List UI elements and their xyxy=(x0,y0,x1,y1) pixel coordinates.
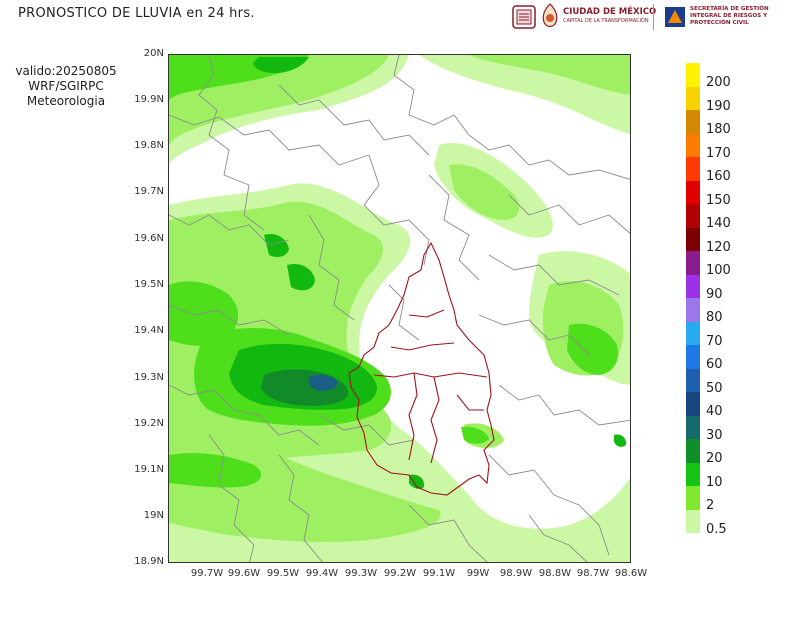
lon-label: 99W xyxy=(466,568,490,579)
rainfall-map-canvas xyxy=(169,55,630,562)
cdmx-emblem-logo xyxy=(542,3,558,28)
lon-label: 98.7W xyxy=(576,568,610,579)
sgirpc-logo-text: SECRETARÍA DE GESTIÓN INTEGRAL DE RIESGO… xyxy=(690,6,769,26)
colorbar-label: 50 xyxy=(706,380,723,396)
header-logos: CIUDAD DE MÉXICO CAPITAL DE LA TRANSFORM… xyxy=(508,2,800,32)
lon-label: 99.7W xyxy=(190,568,224,579)
colorbar-segment xyxy=(686,321,700,345)
lat-label: 19.4N xyxy=(134,325,164,336)
colorbar-label: 80 xyxy=(706,310,723,325)
colorbar-label: 140 xyxy=(706,216,731,231)
colorbar-label: 200 xyxy=(706,75,731,90)
lon-label: 99.4W xyxy=(305,568,339,579)
lon-label: 99.2W xyxy=(383,568,417,579)
colorbar-label: 40 xyxy=(706,404,723,419)
lat-label: 20N xyxy=(143,48,164,59)
forecast-meta: valido:20250805 WRF/SGIRPC Meteorologia xyxy=(10,64,122,109)
colorbar-label: 20 xyxy=(706,451,723,466)
lat-label: 19.9N xyxy=(134,94,164,105)
colorbar-label: 150 xyxy=(706,192,731,208)
model-name: WRF/SGIRPC xyxy=(28,79,104,93)
lat-label: 19.3N xyxy=(134,372,164,383)
colorbar-segment xyxy=(686,86,700,110)
colorbar-label: 30 xyxy=(706,427,723,443)
map-title: PRONOSTICO DE LLUVIA en 24 hrs. xyxy=(18,6,255,21)
lat-label: 19.5N xyxy=(134,279,164,290)
lat-label: 18.9N xyxy=(134,556,164,567)
lon-label: 98.8W xyxy=(538,568,572,579)
department-name: Meteorologia xyxy=(26,94,106,108)
rainfall-colorbar xyxy=(686,63,700,533)
colorbar-segment xyxy=(686,133,700,157)
colorbar-segment xyxy=(686,180,700,204)
colorbar-segment xyxy=(686,298,700,322)
cdmx-logo-text: CIUDAD DE MÉXICO xyxy=(563,7,657,17)
colorbar-segment xyxy=(686,415,700,439)
lat-label: 19.6N xyxy=(134,233,164,244)
lat-label: 19N xyxy=(143,510,164,521)
lon-label: 99.1W xyxy=(422,568,456,579)
colorbar-label: 170 xyxy=(706,145,731,161)
colorbar-label: 0.5 xyxy=(706,521,727,537)
valid-date: valido:20250805 xyxy=(15,64,117,78)
lat-label: 19.1N xyxy=(134,464,164,475)
lon-label: 99.5W xyxy=(266,568,300,579)
rain-area-40mm xyxy=(308,374,338,391)
colorbar-segment xyxy=(686,204,700,228)
colorbar-segment xyxy=(686,439,700,463)
lat-label: 19.2N xyxy=(134,418,164,429)
colorbar-label: 100 xyxy=(706,263,731,278)
lat-label: 19.8N xyxy=(134,140,164,151)
lon-label: 99.6W xyxy=(227,568,261,579)
colorbar-segment xyxy=(686,274,700,298)
colorbar-label: 160 xyxy=(706,169,731,184)
colorbar-label: 190 xyxy=(706,98,731,114)
civil-protection-logo xyxy=(665,7,685,27)
colorbar-segment xyxy=(686,227,700,251)
colorbar-segment xyxy=(686,345,700,369)
colorbar-segment xyxy=(686,368,700,392)
colorbar-label: 10 xyxy=(706,474,723,490)
colorbar-segment xyxy=(686,157,700,181)
rainfall-map xyxy=(168,54,631,563)
colorbar-label: 60 xyxy=(706,357,723,372)
colorbar-label: 180 xyxy=(706,122,731,137)
colorbar-segment xyxy=(686,486,700,510)
colorbar-label: 120 xyxy=(706,239,731,255)
colorbar-label: 90 xyxy=(706,286,723,302)
logo-divider xyxy=(653,4,654,30)
colorbar-segment xyxy=(686,509,700,533)
cdmx-logo-tagline: CAPITAL DE LA TRANSFORMACIÓN xyxy=(563,18,649,24)
lon-label: 99.3W xyxy=(344,568,378,579)
colorbar-segment xyxy=(686,392,700,416)
lon-label: 98.9W xyxy=(499,568,533,579)
colorbar-segment xyxy=(686,251,700,275)
colorbar-segment xyxy=(686,462,700,486)
lon-label: 98.6W xyxy=(614,568,648,579)
colorbar-segment xyxy=(686,110,700,134)
lat-label: 19.7N xyxy=(134,186,164,197)
mexico-seal-logo xyxy=(512,5,536,29)
cdmx-boundary xyxy=(348,241,495,496)
colorbar-label: 2 xyxy=(706,498,715,513)
colorbar-label: 70 xyxy=(706,333,723,349)
colorbar-segment xyxy=(686,63,700,87)
municipal-boundaries xyxy=(169,55,630,562)
